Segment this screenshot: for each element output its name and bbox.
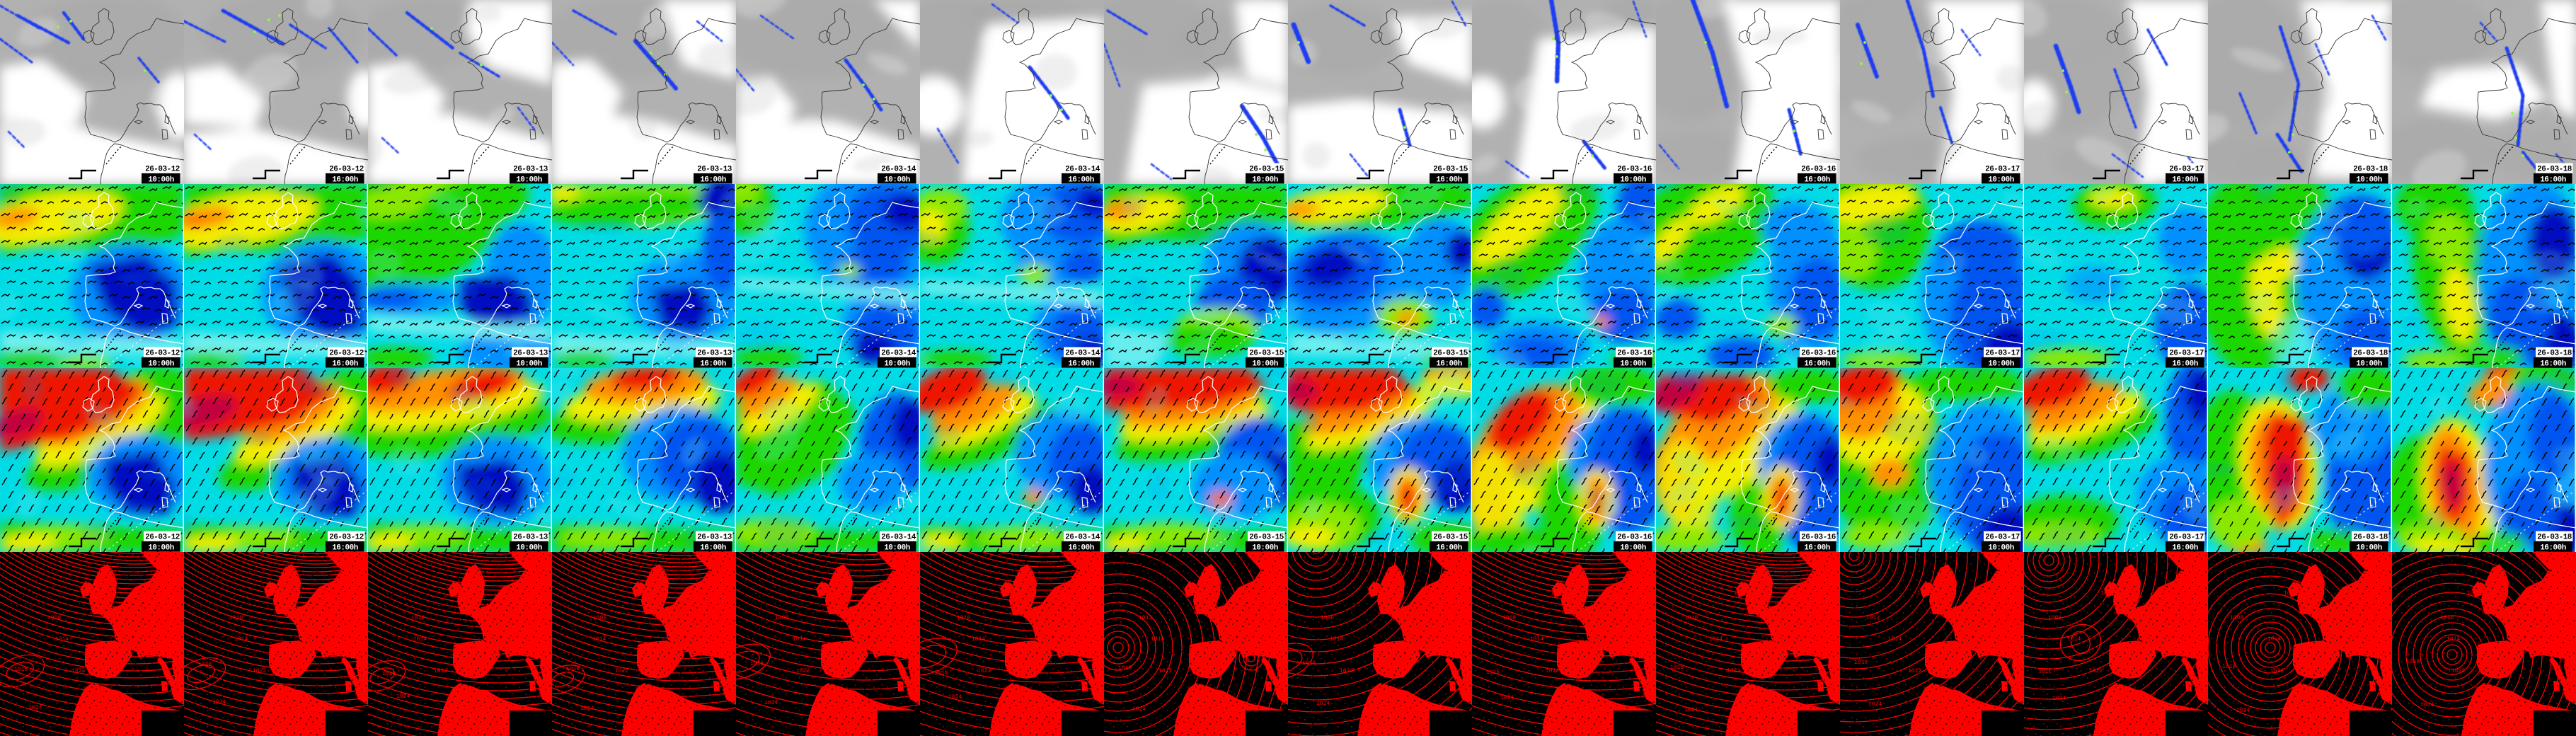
svg-text:16:00h: 16:00h <box>332 544 358 553</box>
svg-text:26-03-12: 26-03-12 <box>329 350 364 358</box>
svg-text:26-03-15: 26-03-15 <box>1433 166 1468 174</box>
svg-text:26-03-15: 26-03-15 <box>1433 534 1468 542</box>
svg-text:26-03-13: 26-03-13 <box>697 350 732 358</box>
svg-text:10:00h: 10:00h <box>516 176 542 185</box>
svg-text:10:00h: 10:00h <box>1620 544 1646 553</box>
svg-text:10:00h: 10:00h <box>516 360 542 369</box>
svg-text:26-03-18: 26-03-18 <box>2353 166 2388 174</box>
svg-text:26-03-17: 26-03-17 <box>1985 166 2020 174</box>
svg-text:26-03-18: 26-03-18 <box>2537 534 2572 542</box>
svg-text:26-03-15: 26-03-15 <box>1249 534 1284 542</box>
svg-text:26-03-13: 26-03-13 <box>513 166 548 174</box>
svg-text:26-03-15: 26-03-15 <box>1249 166 1284 174</box>
svg-text:26-03-12: 26-03-12 <box>145 534 180 542</box>
svg-text:10:00h: 10:00h <box>1620 360 1646 369</box>
svg-text:16:00h: 16:00h <box>1804 544 1830 553</box>
svg-text:26-03-12: 26-03-12 <box>329 534 364 542</box>
svg-text:10:00h: 10:00h <box>148 176 174 185</box>
svg-text:10:00h: 10:00h <box>1988 544 2014 553</box>
svg-text:10:00h: 10:00h <box>2356 360 2382 369</box>
svg-text:10:00h: 10:00h <box>1988 176 2014 185</box>
svg-text:26-03-13: 26-03-13 <box>697 166 732 174</box>
svg-text:10:00h: 10:00h <box>1252 176 1278 185</box>
svg-text:16:00h: 16:00h <box>1068 176 1094 185</box>
svg-text:16:00h: 16:00h <box>332 360 358 369</box>
svg-text:26-03-14: 26-03-14 <box>881 350 916 358</box>
svg-text:26-03-18: 26-03-18 <box>2353 350 2388 358</box>
svg-text:16:00h: 16:00h <box>2540 544 2566 553</box>
svg-text:26-03-13: 26-03-13 <box>697 534 732 542</box>
svg-text:26-03-14: 26-03-14 <box>1065 350 1100 358</box>
svg-text:26-03-16: 26-03-16 <box>1801 534 1836 542</box>
svg-text:26-03-18: 26-03-18 <box>2537 166 2572 174</box>
svg-text:16:00h: 16:00h <box>2172 176 2198 185</box>
svg-text:16:00h: 16:00h <box>700 544 726 553</box>
svg-text:26-03-16: 26-03-16 <box>1617 534 1652 542</box>
svg-text:10:00h: 10:00h <box>516 544 542 553</box>
svg-text:10:00h: 10:00h <box>1620 176 1646 185</box>
svg-text:26-03-12: 26-03-12 <box>329 166 364 174</box>
svg-text:26-03-17: 26-03-17 <box>2169 350 2204 358</box>
svg-text:16:00h: 16:00h <box>2172 360 2198 369</box>
svg-text:26-03-14: 26-03-14 <box>1065 166 1100 174</box>
svg-text:10:00h: 10:00h <box>1252 360 1278 369</box>
svg-text:16:00h: 16:00h <box>700 360 726 369</box>
svg-text:10:00h: 10:00h <box>2356 544 2382 553</box>
svg-text:10:00h: 10:00h <box>884 544 910 553</box>
svg-text:26-03-15: 26-03-15 <box>1433 350 1468 358</box>
svg-text:26-03-17: 26-03-17 <box>1985 534 2020 542</box>
svg-text:26-03-12: 26-03-12 <box>145 350 180 358</box>
svg-text:16:00h: 16:00h <box>1436 360 1462 369</box>
svg-text:10:00h: 10:00h <box>148 544 174 553</box>
svg-text:26-03-16: 26-03-16 <box>1801 350 1836 358</box>
svg-text:26-03-18: 26-03-18 <box>2537 350 2572 358</box>
svg-text:26-03-14: 26-03-14 <box>1065 534 1100 542</box>
svg-text:26-03-17: 26-03-17 <box>2169 534 2204 542</box>
svg-text:26-03-16: 26-03-16 <box>1617 350 1652 358</box>
svg-text:16:00h: 16:00h <box>1804 176 1830 185</box>
svg-text:10:00h: 10:00h <box>1988 360 2014 369</box>
svg-text:16:00h: 16:00h <box>1436 176 1462 185</box>
svg-text:26-03-17: 26-03-17 <box>2169 166 2204 174</box>
svg-text:16:00h: 16:00h <box>332 176 358 185</box>
svg-text:16:00h: 16:00h <box>2540 176 2566 185</box>
svg-text:16:00h: 16:00h <box>2540 360 2566 369</box>
svg-text:16:00h: 16:00h <box>1436 544 1462 553</box>
svg-text:16:00h: 16:00h <box>1804 360 1830 369</box>
svg-text:26-03-16: 26-03-16 <box>1617 166 1652 174</box>
svg-text:26-03-14: 26-03-14 <box>881 166 916 174</box>
svg-text:10:00h: 10:00h <box>2356 176 2382 185</box>
svg-text:16:00h: 16:00h <box>1068 360 1094 369</box>
svg-text:26-03-13: 26-03-13 <box>513 534 548 542</box>
svg-text:26-03-18: 26-03-18 <box>2353 534 2388 542</box>
svg-text:10:00h: 10:00h <box>1252 544 1278 553</box>
svg-text:10:00h: 10:00h <box>884 360 910 369</box>
svg-text:26-03-17: 26-03-17 <box>1985 350 2020 358</box>
svg-text:10:00h: 10:00h <box>884 176 910 185</box>
svg-text:26-03-16: 26-03-16 <box>1801 166 1836 174</box>
svg-text:26-03-14: 26-03-14 <box>881 534 916 542</box>
svg-text:26-03-15: 26-03-15 <box>1249 350 1284 358</box>
svg-text:16:00h: 16:00h <box>1068 544 1094 553</box>
svg-text:26-03-12: 26-03-12 <box>145 166 180 174</box>
svg-text:16:00h: 16:00h <box>2172 544 2198 553</box>
svg-text:16:00h: 16:00h <box>700 176 726 185</box>
svg-text:10:00h: 10:00h <box>148 360 174 369</box>
svg-text:26-03-13: 26-03-13 <box>513 350 548 358</box>
